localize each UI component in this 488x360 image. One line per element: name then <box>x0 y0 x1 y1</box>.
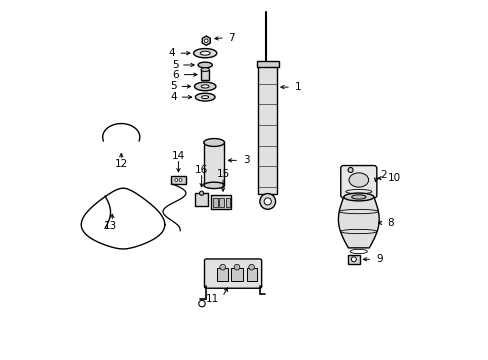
Ellipse shape <box>195 93 215 101</box>
Text: 1: 1 <box>294 82 301 92</box>
Ellipse shape <box>194 82 216 91</box>
Circle shape <box>234 264 240 270</box>
Circle shape <box>347 167 352 172</box>
Circle shape <box>248 264 254 270</box>
Text: 13: 13 <box>104 221 117 231</box>
Ellipse shape <box>201 85 209 88</box>
Text: 4: 4 <box>168 48 175 58</box>
Polygon shape <box>338 197 378 248</box>
Text: 6: 6 <box>172 69 179 80</box>
Bar <box>213 198 217 207</box>
Text: 9: 9 <box>375 254 382 264</box>
Ellipse shape <box>348 173 368 187</box>
Ellipse shape <box>193 49 216 58</box>
Bar <box>171 176 185 184</box>
Bar <box>246 268 256 282</box>
Text: 10: 10 <box>386 173 400 183</box>
Bar <box>225 198 229 207</box>
Bar <box>256 61 278 67</box>
Circle shape <box>264 198 271 205</box>
Ellipse shape <box>201 68 209 71</box>
FancyBboxPatch shape <box>204 259 261 288</box>
Text: 8: 8 <box>386 218 393 228</box>
Text: 4: 4 <box>170 92 176 102</box>
Bar <box>258 62 276 194</box>
Ellipse shape <box>203 182 224 189</box>
Bar <box>201 69 209 80</box>
Ellipse shape <box>201 96 208 99</box>
Text: 15: 15 <box>216 169 229 179</box>
Bar <box>219 198 224 207</box>
Ellipse shape <box>343 193 373 201</box>
Ellipse shape <box>203 139 224 147</box>
Ellipse shape <box>198 62 212 68</box>
Bar <box>217 268 228 282</box>
Text: 14: 14 <box>171 151 184 161</box>
Text: 2: 2 <box>380 170 386 180</box>
Bar <box>210 195 231 209</box>
Text: 5: 5 <box>171 60 178 70</box>
Text: 3: 3 <box>242 156 249 165</box>
Circle shape <box>199 191 203 195</box>
Circle shape <box>175 179 177 181</box>
Polygon shape <box>202 36 210 45</box>
Bar <box>203 143 224 185</box>
Text: 11: 11 <box>206 294 219 304</box>
Circle shape <box>204 39 207 42</box>
Ellipse shape <box>351 195 365 199</box>
Circle shape <box>350 257 356 262</box>
FancyBboxPatch shape <box>347 255 359 264</box>
Circle shape <box>259 194 275 209</box>
Text: 7: 7 <box>228 33 235 43</box>
Bar <box>195 193 207 206</box>
Circle shape <box>198 300 205 307</box>
Ellipse shape <box>200 51 210 55</box>
FancyBboxPatch shape <box>340 166 376 198</box>
Circle shape <box>220 264 225 270</box>
Text: 16: 16 <box>195 165 208 175</box>
Text: 5: 5 <box>170 81 176 91</box>
Circle shape <box>179 179 182 181</box>
Bar <box>231 268 242 282</box>
Text: 12: 12 <box>114 159 128 169</box>
